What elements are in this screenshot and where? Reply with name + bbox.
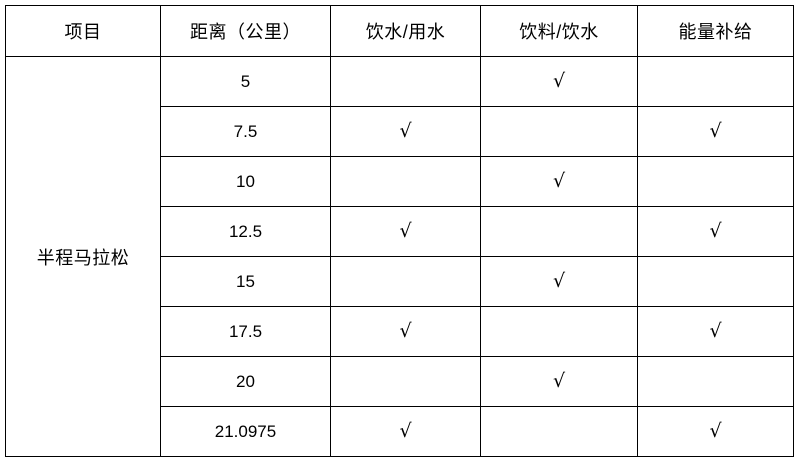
water-mark-cell: √ <box>330 306 481 357</box>
drink-mark-cell <box>480 206 638 257</box>
distance-cell: 5 <box>160 56 331 107</box>
distance-cell: 21.0975 <box>160 406 331 457</box>
energy-mark-cell: √ <box>637 406 794 457</box>
column-header-event: 项目 <box>5 5 161 57</box>
table-row: 半程马拉松 5 √ <box>5 56 794 457</box>
drink-mark-cell <box>480 306 638 357</box>
table-row: 15 √ <box>6 256 794 307</box>
distance-cell: 12.5 <box>160 206 331 257</box>
event-name-cell: 半程马拉松 <box>5 56 161 457</box>
table-body: 半程马拉松 5 √ 7.5 √ √ 10 √ 12.5 √ √ 15 √ <box>5 56 794 457</box>
column-header-energy: 能量补给 <box>637 5 794 57</box>
distance-cell: 10 <box>160 156 331 207</box>
table-row: 10 √ <box>6 156 794 207</box>
water-mark-cell: √ <box>330 106 481 157</box>
distance-cell: 17.5 <box>160 306 331 357</box>
check-mark-icon: √ <box>552 170 566 192</box>
distance-cell: 20 <box>160 356 331 407</box>
water-mark-cell: √ <box>330 406 481 457</box>
energy-mark-cell <box>637 256 794 307</box>
energy-mark-cell <box>637 56 794 107</box>
check-mark-icon: √ <box>552 370 566 392</box>
drink-mark-cell: √ <box>480 156 638 207</box>
check-mark-icon: √ <box>399 420 412 442</box>
energy-mark-cell <box>637 356 794 407</box>
drink-mark-cell: √ <box>480 56 638 107</box>
drink-mark-cell <box>480 106 638 157</box>
drink-mark-cell: √ <box>480 356 638 407</box>
water-mark-cell <box>330 156 481 207</box>
energy-mark-cell: √ <box>637 206 794 257</box>
table-row: 12.5 √ √ <box>6 206 794 257</box>
aid-station-table: 项目 距离（公里） 饮水/用水 饮料/饮水 能量补给 半程马拉松 5 √ 7.5… <box>5 5 794 457</box>
water-mark-cell <box>330 356 481 407</box>
check-mark-icon: √ <box>399 320 412 342</box>
check-mark-icon: √ <box>709 220 722 242</box>
energy-mark-cell: √ <box>637 306 794 357</box>
energy-mark-cell: √ <box>637 106 794 157</box>
table-row: 7.5 √ √ <box>6 106 794 157</box>
table-header-row: 项目 距离（公里） 饮水/用水 饮料/饮水 能量补给 <box>5 5 794 57</box>
check-mark-icon: √ <box>552 70 566 92</box>
column-header-drink: 饮料/饮水 <box>480 5 638 57</box>
check-mark-icon: √ <box>709 420 722 442</box>
check-mark-icon: √ <box>399 120 412 142</box>
distance-cell: 7.5 <box>160 106 331 157</box>
check-mark-icon: √ <box>709 320 722 342</box>
distance-cell: 15 <box>160 256 331 307</box>
drink-mark-cell <box>480 406 638 457</box>
water-mark-cell <box>330 56 481 107</box>
energy-mark-cell <box>637 156 794 207</box>
water-mark-cell: √ <box>330 206 481 257</box>
check-mark-icon: √ <box>552 270 566 292</box>
column-header-distance: 距离（公里） <box>160 5 331 57</box>
water-mark-cell <box>330 256 481 307</box>
check-mark-icon: √ <box>709 120 722 142</box>
drink-mark-cell: √ <box>480 256 638 307</box>
column-header-water: 饮水/用水 <box>330 5 481 57</box>
check-mark-icon: √ <box>399 220 412 242</box>
table-row: 21.0975 √ √ <box>6 406 794 457</box>
